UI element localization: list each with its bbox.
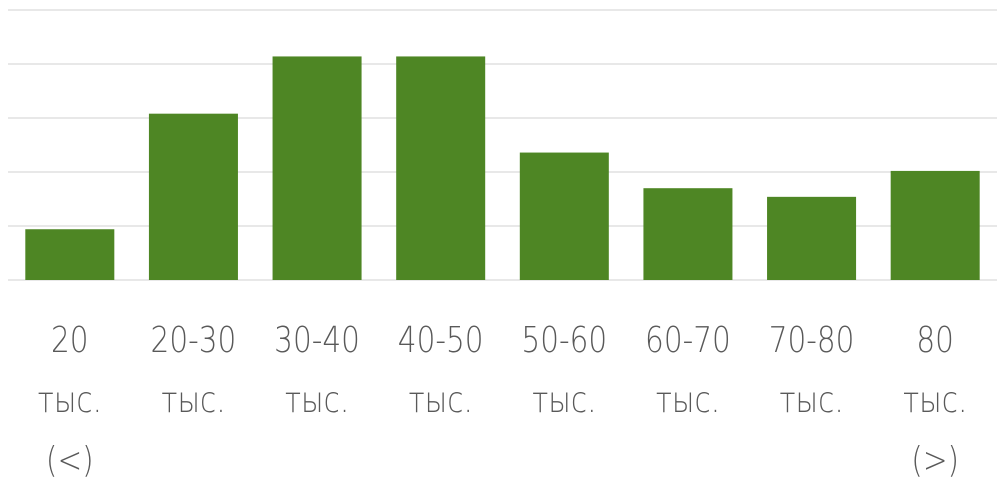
bar bbox=[148, 113, 238, 281]
category-label: 20-30 тыс. bbox=[151, 318, 237, 421]
bar bbox=[643, 188, 733, 280]
category-label-line: 40-50 bbox=[398, 318, 484, 361]
category-label-line: тыс. bbox=[285, 378, 349, 421]
category-label-line: тыс. bbox=[408, 378, 472, 421]
category-label: 30-40 тыс. bbox=[274, 318, 360, 421]
category-label-line: тыс. bbox=[161, 378, 225, 421]
category-label-line: (<) bbox=[46, 438, 94, 481]
bar bbox=[396, 56, 486, 280]
category-label: 70-80 тыс. bbox=[769, 318, 855, 421]
category-label-line: тыс. bbox=[779, 378, 843, 421]
category-label: 60-70 тыс. bbox=[645, 318, 731, 421]
category-label-line: тыс. bbox=[656, 378, 720, 421]
bars bbox=[25, 56, 980, 281]
category-label-line: тыс. bbox=[532, 378, 596, 421]
category-label-line: тыс. bbox=[903, 378, 967, 421]
bar bbox=[890, 170, 980, 280]
category-label-line: 30-40 bbox=[274, 318, 360, 361]
category-label-line: 50-60 bbox=[521, 318, 607, 361]
category-label: 50-60 тыс. bbox=[521, 318, 607, 421]
category-label-line: тыс. bbox=[38, 378, 102, 421]
bar bbox=[25, 229, 115, 280]
category-label-line: 20 bbox=[51, 318, 89, 361]
bar bbox=[272, 56, 362, 280]
category-label: 40-50 тыс. bbox=[398, 318, 484, 421]
category-label-line: 60-70 bbox=[645, 318, 731, 361]
category-label-line: 20-30 bbox=[151, 318, 237, 361]
category-label-line: (>) bbox=[911, 438, 959, 481]
category-label-line: 80 bbox=[916, 318, 954, 361]
category-label: 80 тыс. (>) bbox=[903, 318, 967, 481]
category-label: 20 тыс. (<) bbox=[38, 318, 102, 481]
category-labels: 20тыс.(<)20-30тыс.30-40тыс.40-50тыс.50-6… bbox=[38, 318, 968, 481]
bar bbox=[519, 152, 609, 280]
bar bbox=[767, 196, 857, 280]
category-label-line: 70-80 bbox=[769, 318, 855, 361]
